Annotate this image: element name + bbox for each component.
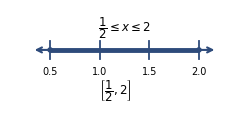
Text: 1.0: 1.0 [92,67,107,77]
Text: 1.5: 1.5 [142,67,157,77]
Text: 2.0: 2.0 [191,67,207,77]
Text: $\dfrac{1}{2} \leq x \leq 2$: $\dfrac{1}{2} \leq x \leq 2$ [98,15,151,41]
Text: 0.5: 0.5 [43,67,58,77]
Circle shape [197,48,201,52]
Text: $\left[\dfrac{1}{2}, 2\right]$: $\left[\dfrac{1}{2}, 2\right]$ [99,78,131,104]
Circle shape [48,48,52,52]
